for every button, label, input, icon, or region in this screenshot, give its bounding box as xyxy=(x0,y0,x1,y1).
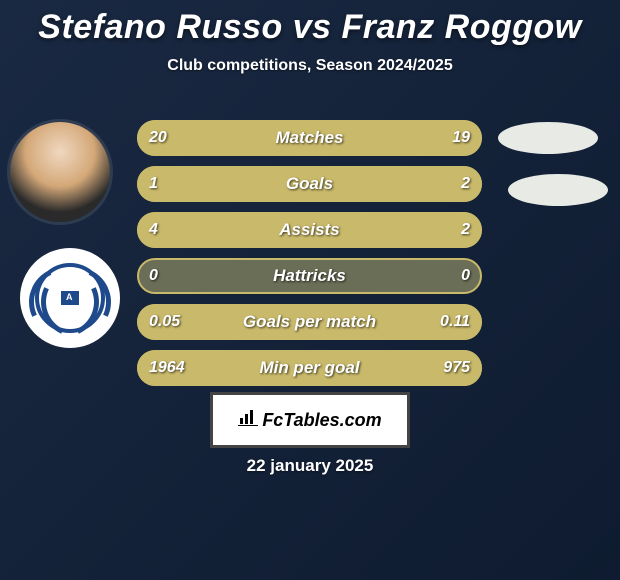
subtitle: Club competitions, Season 2024/2025 xyxy=(0,57,620,75)
stat-label: Min per goal xyxy=(137,350,482,386)
stat-value-right: 975 xyxy=(443,350,470,386)
stat-row: 4 Assists 2 xyxy=(137,212,482,248)
stat-label: Goals per match xyxy=(137,304,482,340)
stat-row: 0.05 Goals per match 0.11 xyxy=(137,304,482,340)
stat-value-right: 0 xyxy=(461,258,470,294)
stats-area: 20 Matches 19 1 Goals 2 4 Assists 2 0 Ha… xyxy=(137,120,482,396)
player1-club-badge: A xyxy=(20,248,120,348)
stat-row: 0 Hattricks 0 xyxy=(137,258,482,294)
stat-value-right: 2 xyxy=(461,166,470,202)
stat-label: Matches xyxy=(137,120,482,156)
stat-label: Assists xyxy=(137,212,482,248)
stat-value-right: 2 xyxy=(461,212,470,248)
club-flag-icon: A xyxy=(61,291,79,305)
stat-label: Goals xyxy=(137,166,482,202)
player1-avatar xyxy=(10,122,110,222)
comparison-card: Stefano Russo vs Franz Roggow Club compe… xyxy=(0,0,620,580)
stat-value-right: 0.11 xyxy=(440,304,470,340)
stat-row: 1 Goals 2 xyxy=(137,166,482,202)
date-text: 22 january 2025 xyxy=(0,456,620,476)
player2-avatar-placeholder xyxy=(498,122,598,154)
chart-icon xyxy=(238,408,258,432)
player2-club-placeholder xyxy=(508,174,608,206)
club-letter: A xyxy=(66,292,73,302)
stat-value-right: 19 xyxy=(452,120,470,156)
stat-row: 1964 Min per goal 975 xyxy=(137,350,482,386)
badge-text: FcTables.com xyxy=(262,410,381,431)
stat-row: 20 Matches 19 xyxy=(137,120,482,156)
club-crest: A xyxy=(35,263,105,333)
source-badge: FcTables.com xyxy=(210,392,410,448)
page-title: Stefano Russo vs Franz Roggow xyxy=(0,0,620,47)
stat-label: Hattricks xyxy=(137,258,482,294)
